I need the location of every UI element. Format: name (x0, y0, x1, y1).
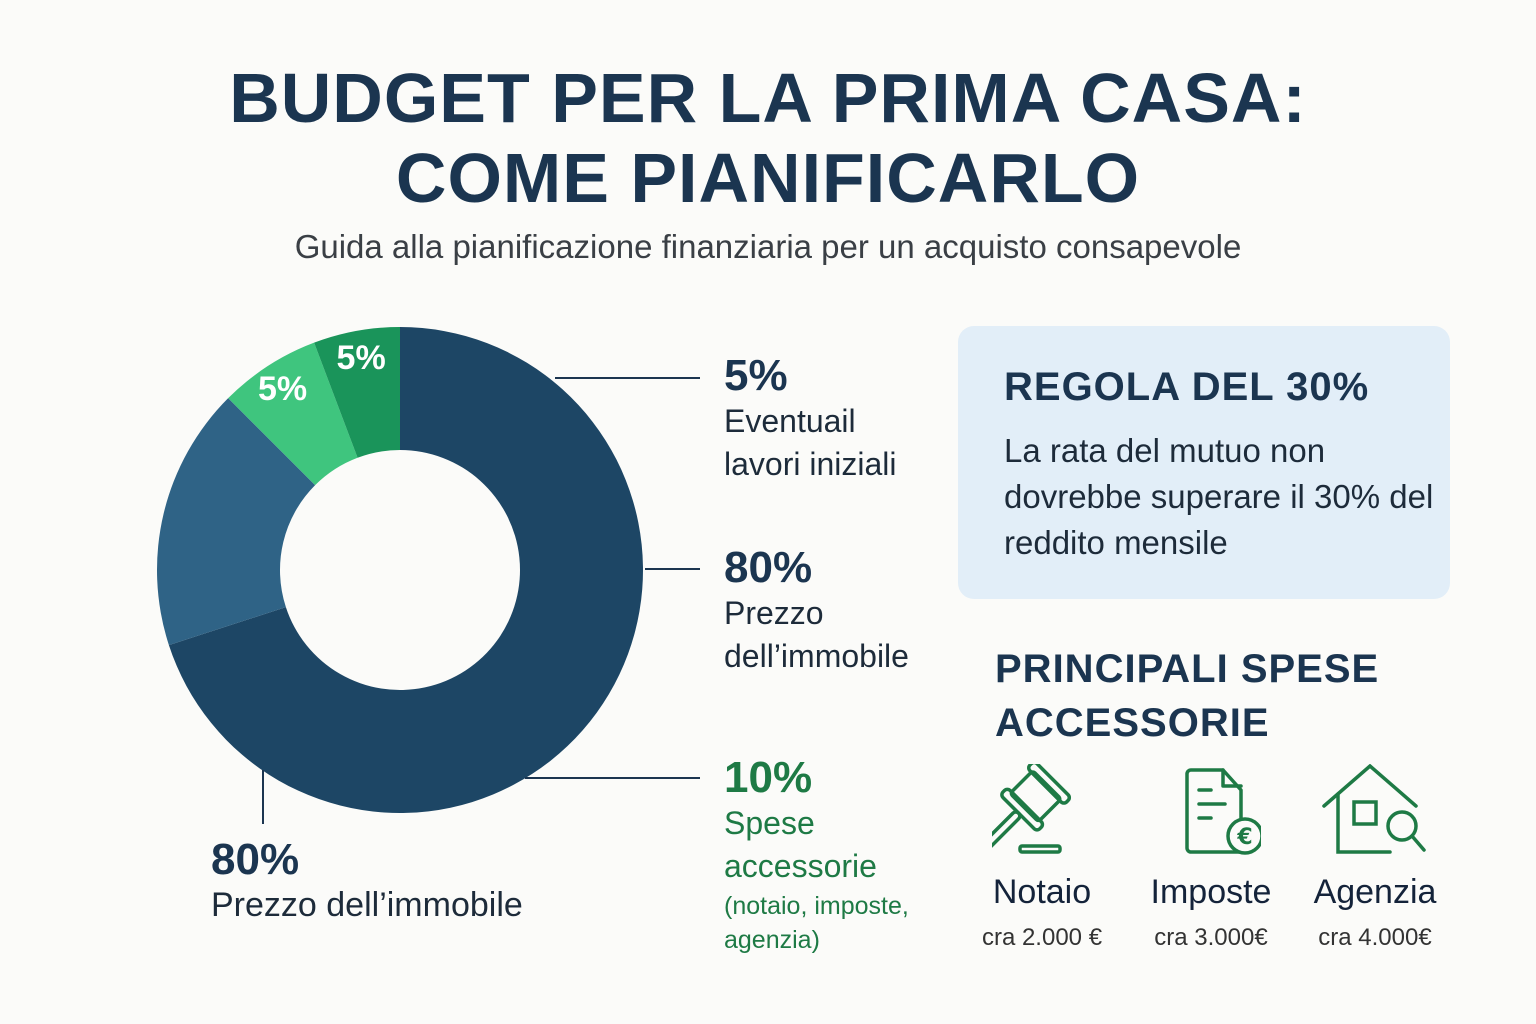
donut-slice (228, 342, 358, 486)
title-line-1: BUDGET PER LA PRIMA CASA: (229, 59, 1307, 137)
costs-title: PRINCIPALI SPESE ACCESSORIE (995, 642, 1379, 750)
annotation-pct: 5% (724, 351, 788, 400)
annotation-text: Prezzo (724, 595, 824, 631)
slice-label: 5% (258, 370, 307, 408)
annotation-text: lavori iniziali (724, 446, 897, 482)
subtitle: Guida alla pianificazione finanziaria pe… (294, 228, 1242, 265)
donut-slice (168, 327, 644, 813)
annotation-bottom: 80% Prezzo dell’immobile (211, 836, 523, 927)
annotation-pct: 80% (211, 835, 300, 884)
annotation-pct: 80% (724, 543, 813, 592)
gavel-icon (980, 760, 1072, 854)
cost-item-notaio: Notaio cra 2.000 € (962, 760, 1122, 952)
annotation-lavori: 5% Eventuail lavori iniziali (724, 352, 897, 486)
title-line-2: COME PIANIFICARLO (395, 139, 1141, 217)
annotation-note: (notaio, imposte, (724, 892, 909, 920)
rule-box (958, 326, 1450, 599)
annotation-prezzo: 80% Prezzo dell’immobile (724, 544, 909, 678)
cost-name: Imposte (1150, 873, 1272, 911)
cost-value: cra 4.000€ (1318, 924, 1432, 951)
donut-slice (314, 327, 400, 458)
cost-value: cra 3.000€ (1154, 924, 1268, 951)
annotation-note: agenzia) (724, 926, 820, 954)
donut-chart: 5% 5% (157, 327, 700, 824)
tax-document-euro-icon: € (1185, 768, 1264, 855)
cost-name: Agenzia (1313, 873, 1437, 911)
cost-value: cra 2.000 € (981, 924, 1103, 951)
house-search-icon (1322, 763, 1426, 854)
annotation-text: Prezzo dell’immobile (211, 886, 523, 924)
annotation-pct: 10% (724, 753, 813, 802)
annotation-text: Eventuail (724, 403, 856, 439)
annotation-text: dell’immobile (724, 638, 909, 674)
rule-text: La rata del mutuo non dovrebbe superare … (1004, 432, 1434, 561)
cost-item-imposte: € Imposte cra 3.000€ (1131, 764, 1291, 952)
annotation-text: Spese (724, 805, 815, 841)
svg-text:€: € (1236, 825, 1252, 850)
costs-title-line: PRINCIPALI SPESE (995, 647, 1380, 691)
cost-name: Notaio (992, 873, 1092, 911)
slice-label: 5% (337, 339, 386, 377)
annotation-spese: 10% Spese accessorie (notaio, imposte, a… (724, 754, 909, 956)
annotation-text: accessorie (724, 848, 877, 884)
rule-title: REGOLA DEL 30% (1004, 365, 1370, 409)
costs-title-line: ACCESSORIE (995, 701, 1270, 745)
donut-slice (157, 398, 316, 646)
cost-item-agenzia: Agenzia cra 4.000€ (1295, 763, 1455, 952)
